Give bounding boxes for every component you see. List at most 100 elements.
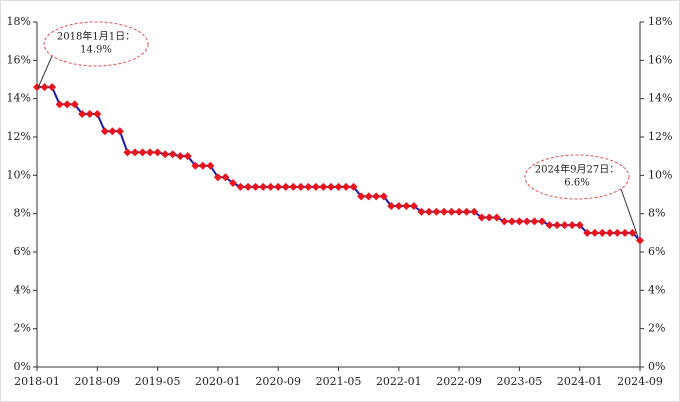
y2-tick-label: 14% xyxy=(648,92,672,105)
y2-tick-label: 0% xyxy=(648,360,665,373)
marker xyxy=(364,192,373,201)
marker xyxy=(379,192,388,201)
x-tick-label: 2020-01 xyxy=(195,375,241,388)
marker xyxy=(251,182,260,191)
marker xyxy=(387,202,396,210)
marker xyxy=(507,217,516,226)
marker xyxy=(153,148,162,157)
marker xyxy=(485,213,494,222)
y2-tick-label: 4% xyxy=(648,283,665,296)
marker xyxy=(424,207,433,216)
marker xyxy=(628,228,637,237)
marker xyxy=(40,83,49,92)
x-tick-label: 2018-09 xyxy=(74,375,120,388)
annotation-text: 2024年9月27日： xyxy=(535,163,620,176)
y2-tick-label: 10% xyxy=(648,168,672,181)
marker xyxy=(326,182,335,191)
marker xyxy=(613,228,622,237)
marker xyxy=(409,202,418,210)
marker xyxy=(560,221,569,230)
marker xyxy=(138,148,147,157)
y2-tick-label: 2% xyxy=(648,322,665,335)
marker xyxy=(477,213,486,222)
y2-tick-label: 12% xyxy=(648,130,672,143)
marker xyxy=(289,182,298,191)
annotation-pointer xyxy=(37,55,53,89)
x-tick-label: 2024-09 xyxy=(617,375,663,388)
marker xyxy=(636,236,644,245)
marker xyxy=(55,100,64,109)
marker xyxy=(123,148,132,157)
marker xyxy=(357,192,366,201)
marker xyxy=(319,182,328,191)
marker xyxy=(176,152,185,161)
marker xyxy=(432,207,441,216)
marker xyxy=(553,221,562,230)
marker xyxy=(440,207,449,216)
marker xyxy=(492,213,501,222)
annotation-text: 2018年1月1日： xyxy=(57,30,135,43)
marker xyxy=(191,161,200,170)
marker xyxy=(598,228,607,237)
marker xyxy=(85,110,94,118)
y-tick-label: 16% xyxy=(7,53,31,66)
x-tick-label: 2018-01 xyxy=(14,375,60,388)
marker xyxy=(455,207,464,216)
y-tick-label: 2% xyxy=(14,322,31,335)
marker xyxy=(515,217,524,226)
marker xyxy=(274,182,283,191)
marker xyxy=(402,202,411,210)
x-tick-label: 2022-09 xyxy=(436,375,482,388)
marker xyxy=(522,217,531,226)
marker xyxy=(605,228,614,237)
marker xyxy=(530,217,539,226)
marker xyxy=(590,228,599,237)
annotation-text: 6.6% xyxy=(564,178,589,189)
marker xyxy=(63,100,72,109)
y2-tick-label: 18% xyxy=(648,15,672,28)
annotation-pointer xyxy=(620,188,639,238)
y-tick-label: 4% xyxy=(14,283,31,296)
y-tick-label: 10% xyxy=(7,168,31,181)
y2-tick-label: 16% xyxy=(648,53,672,66)
annotation-text: 14.9% xyxy=(80,45,112,56)
marker xyxy=(100,127,109,136)
marker xyxy=(281,182,290,191)
marker xyxy=(213,173,222,182)
x-tick-label: 2022-01 xyxy=(376,375,422,388)
marker xyxy=(168,150,177,159)
marker xyxy=(334,182,343,191)
marker xyxy=(372,192,381,201)
marker xyxy=(296,182,305,191)
marker xyxy=(620,228,629,237)
marker xyxy=(259,182,268,191)
y-tick-label: 12% xyxy=(7,130,31,143)
y-tick-label: 8% xyxy=(14,207,31,220)
marker xyxy=(161,150,170,159)
y-tick-label: 0% xyxy=(14,360,31,373)
y2-tick-label: 6% xyxy=(648,245,665,258)
marker xyxy=(545,221,554,230)
marker xyxy=(221,173,230,182)
x-tick-label: 2019-05 xyxy=(135,375,181,388)
marker xyxy=(78,110,87,118)
y-tick-label: 14% xyxy=(7,92,31,105)
marker xyxy=(198,161,207,170)
marker xyxy=(304,182,313,191)
marker xyxy=(470,207,479,216)
marker xyxy=(583,228,592,237)
marker xyxy=(146,148,155,157)
marker xyxy=(311,182,320,191)
marker xyxy=(500,217,509,226)
marker xyxy=(48,83,57,92)
x-tick-label: 2024-01 xyxy=(557,375,603,388)
marker xyxy=(349,182,358,191)
marker xyxy=(342,182,351,191)
marker xyxy=(394,202,403,210)
marker xyxy=(244,182,253,191)
marker xyxy=(70,100,79,109)
x-tick-label: 2023-05 xyxy=(497,375,543,388)
marker xyxy=(115,127,124,136)
